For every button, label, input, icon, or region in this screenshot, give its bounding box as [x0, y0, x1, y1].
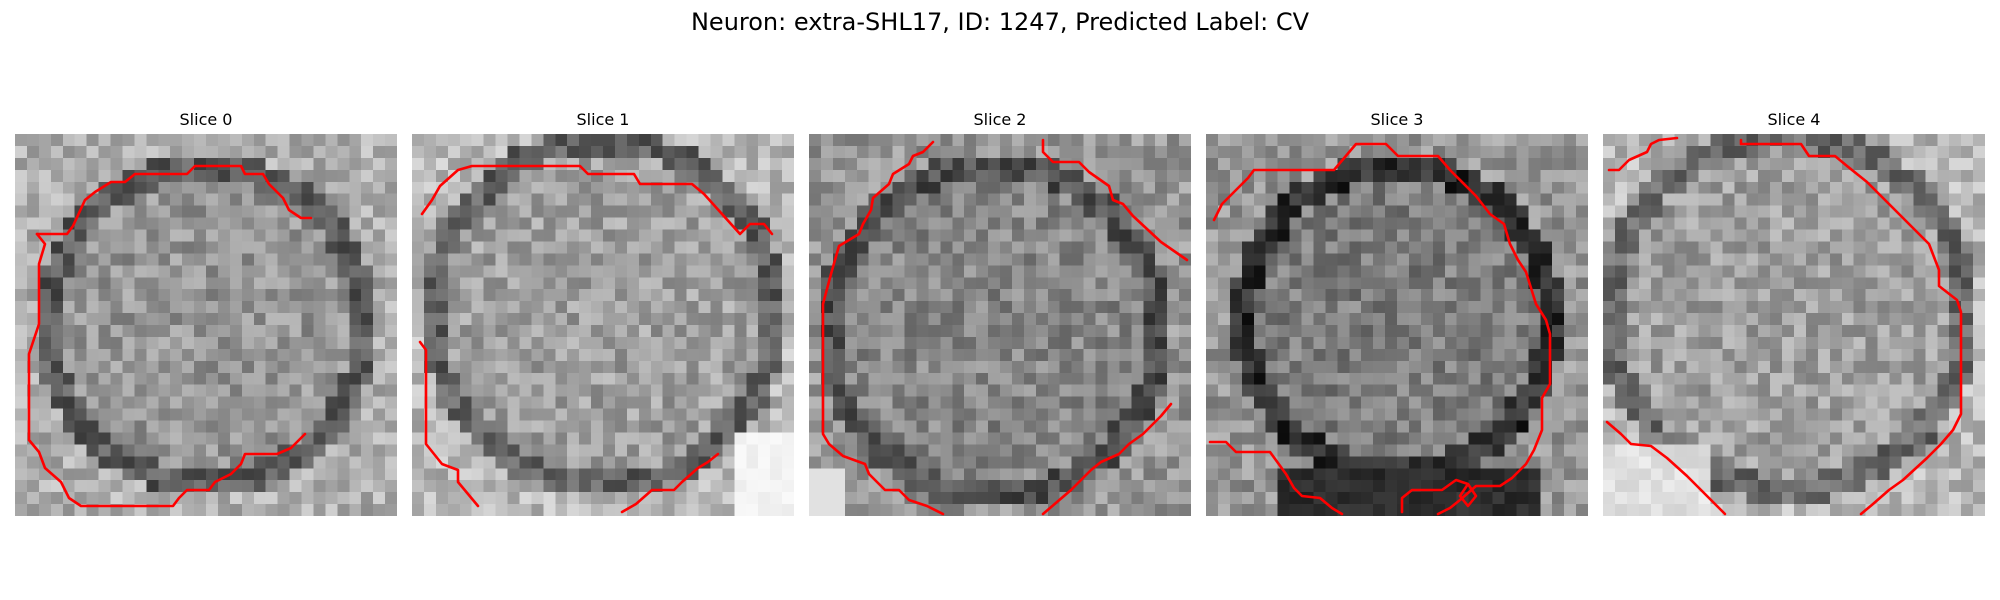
contour-overlay: [1605, 136, 1963, 516]
segmentation-contour: [1041, 138, 1189, 262]
contour-overlay: [1208, 142, 1552, 516]
segmentation-contour: [27, 232, 307, 508]
contour-overlay: [27, 164, 313, 508]
slice-panel-1: Slice 1: [412, 108, 794, 516]
segmentation-contour: [1739, 138, 1963, 516]
microscopy-image: [15, 134, 397, 516]
segmentation-contour: [1607, 136, 1679, 172]
contour-overlay: [418, 164, 774, 514]
slice-image-3: [1206, 134, 1588, 516]
slice-title: Slice 2: [973, 110, 1027, 129]
microscopy-image: [412, 134, 794, 516]
segmentation-contour: [1041, 402, 1173, 516]
segmentation-contour: [1400, 478, 1478, 514]
slice-title: Slice 1: [576, 110, 630, 129]
segmentation-contour: [35, 164, 313, 236]
slice-title: Slice 0: [179, 110, 233, 129]
segmentation-contour: [821, 140, 945, 516]
slice-panel-4: Slice 4: [1603, 108, 1985, 516]
segmentation-contour: [1212, 142, 1552, 516]
slice-image-2: [809, 134, 1191, 516]
slice-image-4: [1603, 134, 1985, 516]
slice-title: Slice 4: [1767, 110, 1821, 129]
segmentation-contour: [418, 340, 480, 508]
segmentation-contour: [1605, 420, 1727, 516]
figure-title: Neuron: extra-SHL17, ID: 1247, Predicted…: [690, 8, 1310, 36]
slice-title: Slice 3: [1370, 110, 1424, 129]
slice-panel-3: Slice 3: [1206, 108, 1588, 516]
segmentation-contour: [620, 452, 720, 514]
slice-panel-2: Slice 2: [809, 108, 1191, 516]
contour-overlay: [821, 138, 1189, 516]
segmentation-contour: [420, 164, 774, 236]
segmentation-contour: [1208, 440, 1344, 516]
slice-image-0: [15, 134, 397, 516]
microscopy-image: [1603, 134, 1985, 516]
slice-panel-0: Slice 0: [15, 108, 397, 516]
slice-image-1: [412, 134, 794, 516]
